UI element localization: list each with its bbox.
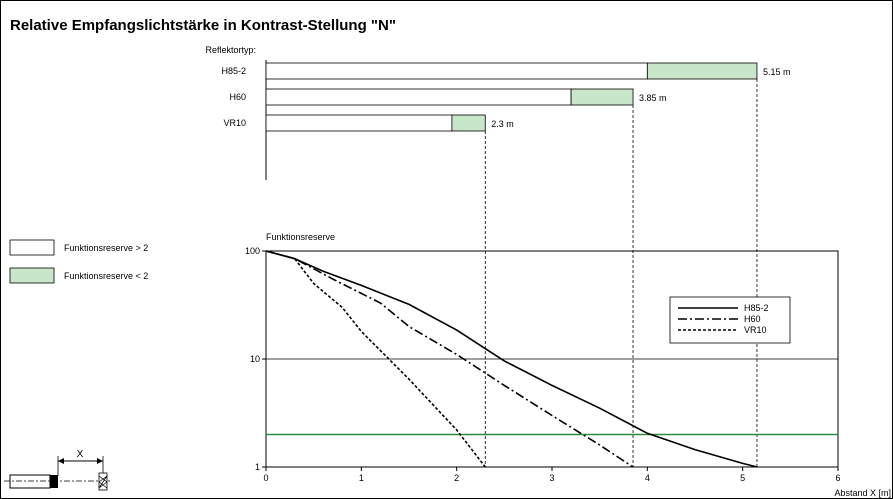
bar-segment-reserve-lt2 <box>646 62 758 80</box>
y-tick-label: 1 <box>255 462 260 472</box>
legend-label-h60: H60 <box>744 314 761 324</box>
bar-segment-reserve-gt2 <box>265 114 453 132</box>
bar-value-label: 3.85 m <box>639 93 667 103</box>
x-tick-label: 2 <box>454 473 459 483</box>
series-legend-box <box>669 296 791 344</box>
x-tick-label: 6 <box>835 473 840 483</box>
arrow-head-left <box>58 458 64 464</box>
x-axis-label: Abstand X [m] <box>834 488 891 498</box>
x-tick-label: 0 <box>263 473 268 483</box>
reflector-bars: Reflektortyp: H85-2 5.15 m H60 3.85 m VR10 2.3… <box>205 45 790 467</box>
x-tick-label: 3 <box>549 473 554 483</box>
sensor-lens <box>50 475 58 488</box>
legend-label: Funktionsreserve < 2 <box>64 271 148 281</box>
series-line-h60 <box>265 250 634 468</box>
y-tick-label: 100 <box>245 246 260 256</box>
legend-label-vr10: VR10 <box>744 325 767 335</box>
bar-category-label: VR10 <box>223 118 246 128</box>
legend-swatch <box>9 239 55 256</box>
sensor-body <box>9 474 51 489</box>
y-tick-label: 10 <box>250 354 260 364</box>
bar-segment-reserve-lt2 <box>570 88 634 106</box>
distance-label: X <box>77 449 84 460</box>
reflector-hatch <box>98 475 108 489</box>
bar-segment-reserve-lt2 <box>451 114 486 132</box>
bar-segment-reserve-gt2 <box>265 62 648 80</box>
reserve-legend: Funktionsreserve > 2 Funktionsreserve < 2 <box>9 239 148 284</box>
legend-label: Funktionsreserve > 2 <box>64 243 148 253</box>
bar-category-label: H60 <box>229 92 246 102</box>
x-tick-label: 1 <box>359 473 364 483</box>
x-tick-label: 4 <box>645 473 650 483</box>
reflector-heading: Reflektortyp: <box>205 45 256 55</box>
series-line-h85-2 <box>265 250 758 468</box>
bar-segment-reserve-gt2 <box>265 88 572 106</box>
legend-label-h85-2: H85-2 <box>744 303 769 313</box>
bar-value-label: 2.3 m <box>491 119 514 129</box>
x-tick-label: 5 <box>740 473 745 483</box>
y-axis-label: Funktionsreserve <box>266 232 335 242</box>
arrow-head-right <box>97 458 103 464</box>
bar-value-label: 5.15 m <box>763 67 791 77</box>
distance-diagram: X <box>4 449 112 491</box>
legend-swatch <box>9 267 55 284</box>
bar-category-label: H85-2 <box>221 66 246 76</box>
page-title: Relative Empfangslichtstärke in Kontrast… <box>10 17 396 34</box>
